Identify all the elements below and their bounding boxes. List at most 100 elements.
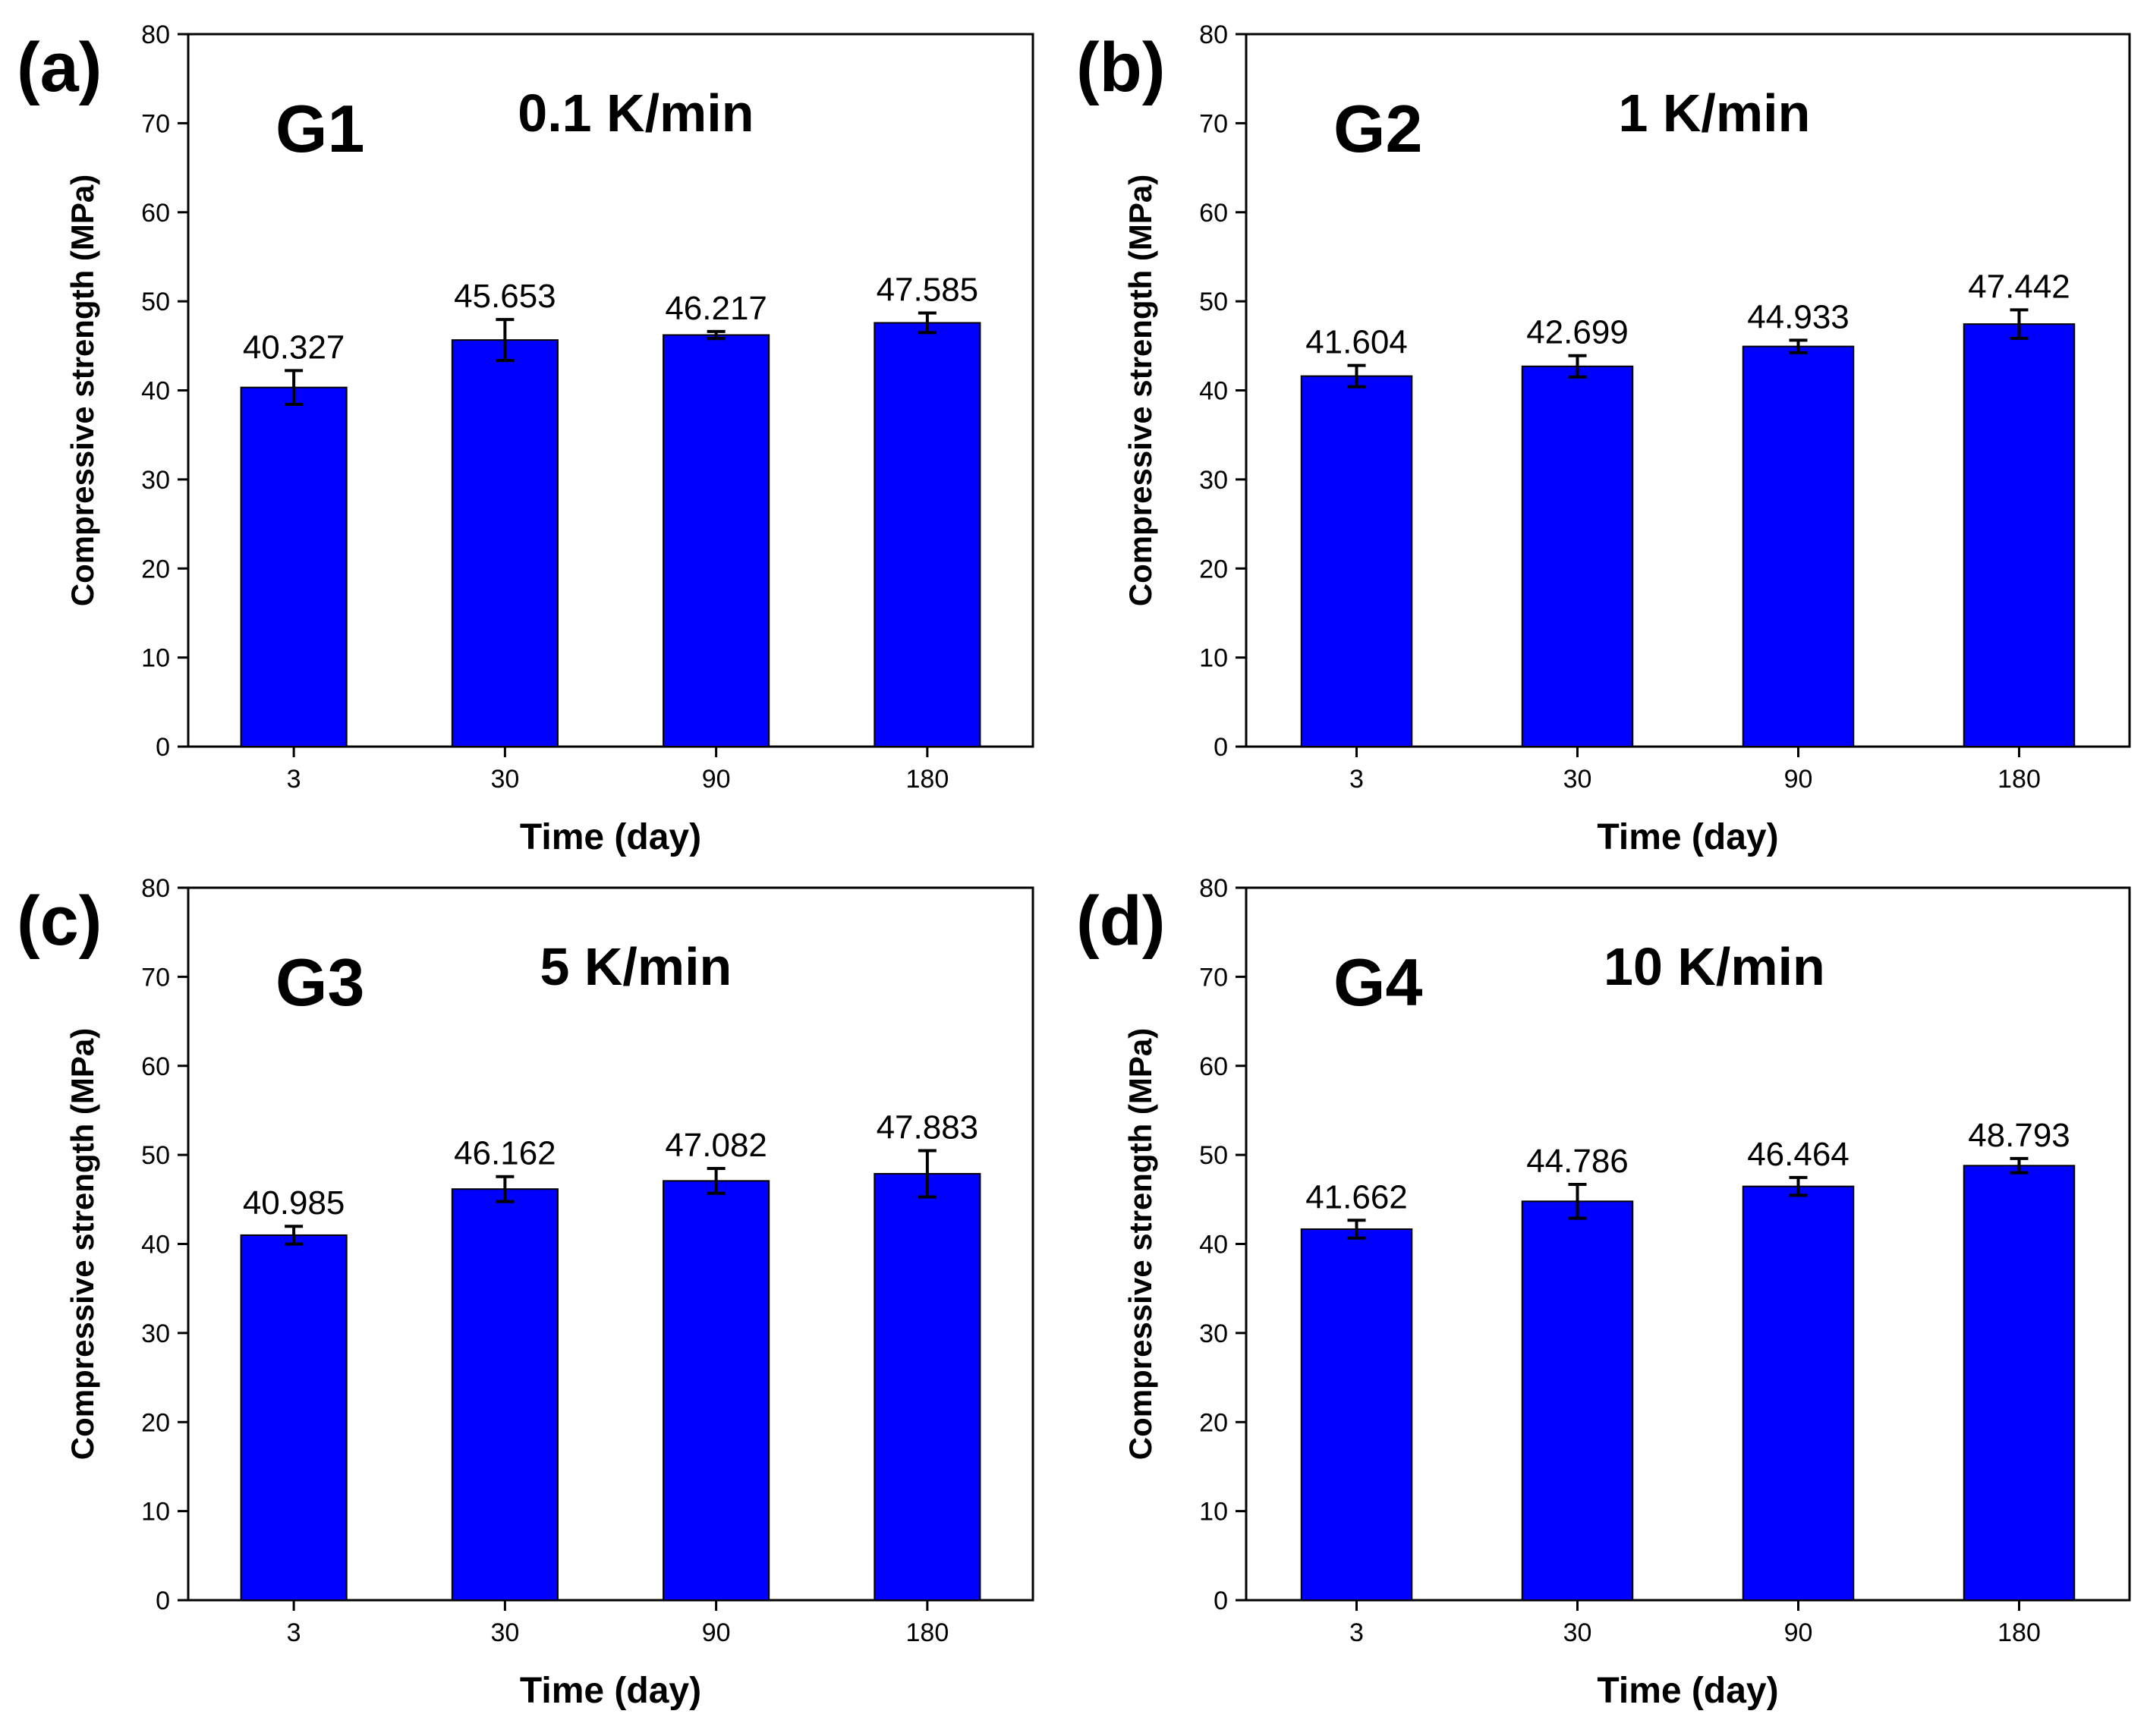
x-tick-label: 3 — [287, 1618, 301, 1647]
y-tick-label: 60 — [141, 199, 170, 228]
y-axis-label: Compressive strength (MPa) — [65, 1028, 100, 1460]
x-tick-label: 3 — [1349, 765, 1364, 794]
bar — [1742, 1185, 1855, 1601]
x-tick-label: 180 — [1997, 1618, 2041, 1647]
bar — [1300, 375, 1413, 747]
y-tick-label: 20 — [141, 1408, 170, 1437]
bar — [1521, 1200, 1634, 1601]
x-tick-label: 3 — [287, 765, 301, 794]
y-tick-label: 40 — [1199, 377, 1228, 406]
y-tick-label: 80 — [141, 874, 170, 903]
data-label: 42.699 — [1526, 314, 1629, 351]
data-label: 40.985 — [243, 1184, 345, 1222]
bar — [451, 1188, 559, 1602]
data-label: 47.442 — [1968, 268, 2070, 305]
x-tick-label: 90 — [1784, 1618, 1813, 1647]
y-tick-label: 30 — [141, 1319, 170, 1348]
panel-label: (a) — [17, 29, 102, 106]
y-axis-label: Compressive strength (MPa) — [1122, 1028, 1158, 1460]
bar — [1742, 345, 1855, 747]
y-tick-label: 50 — [1199, 288, 1228, 316]
group-label: G2 — [1333, 91, 1422, 166]
x-axis-label: Time (day) — [1597, 817, 1778, 857]
x-tick-label: 90 — [702, 1618, 731, 1647]
heating-rate-label: 1 K/min — [1619, 83, 1811, 143]
y-tick-label: 0 — [1214, 733, 1228, 762]
y-tick-label: 10 — [1199, 644, 1228, 673]
y-tick-label: 20 — [141, 555, 170, 583]
x-tick-label: 30 — [490, 1618, 519, 1647]
chart-panel-2: 0 10 20 30 40 50 60 70 80 41.604 3 42.699 30 44.933 90… — [1076, 20, 2131, 857]
bar — [1300, 1228, 1413, 1602]
x-tick-label: 90 — [702, 765, 731, 794]
chart-panel-1: 0 10 20 30 40 50 60 70 80 40.327 3 45.653 30 46.217 90… — [17, 20, 1034, 857]
bar — [663, 1180, 770, 1601]
data-label: 40.327 — [243, 329, 345, 366]
y-tick-label: 10 — [141, 644, 170, 673]
y-tick-label: 50 — [141, 288, 170, 316]
data-label: 48.793 — [1968, 1117, 2070, 1154]
y-tick-label: 70 — [141, 963, 170, 992]
x-tick-label: 30 — [1563, 765, 1592, 794]
y-tick-label: 70 — [141, 109, 170, 138]
y-tick-label: 20 — [1199, 555, 1228, 583]
panel-label: (c) — [17, 882, 102, 960]
group-label: G4 — [1333, 945, 1422, 1020]
data-label: 46.217 — [665, 290, 767, 327]
y-tick-label: 10 — [1199, 1498, 1228, 1527]
y-tick-label: 40 — [141, 377, 170, 406]
y-tick-label: 0 — [156, 1587, 170, 1615]
data-label: 47.585 — [877, 272, 979, 309]
y-tick-label: 60 — [1199, 199, 1228, 228]
data-label: 41.604 — [1305, 324, 1408, 361]
x-tick-label: 3 — [1349, 1618, 1364, 1647]
y-tick-label: 20 — [1199, 1408, 1228, 1437]
y-tick-label: 30 — [1199, 466, 1228, 495]
heating-rate-label: 5 K/min — [540, 937, 732, 996]
y-tick-label: 30 — [1199, 1319, 1228, 1348]
data-label: 46.162 — [454, 1135, 556, 1172]
y-tick-label: 70 — [1199, 963, 1228, 992]
panel-label: (b) — [1076, 29, 1165, 106]
heating-rate-label: 0.1 K/min — [518, 83, 754, 143]
x-tick-label: 30 — [1563, 1618, 1592, 1647]
bar — [874, 1172, 981, 1601]
bar — [1963, 323, 2076, 747]
panel-label: (d) — [1076, 882, 1165, 960]
chart-panel-4: 0 10 20 30 40 50 60 70 80 41.662 3 44.786 30 46.464 90… — [1076, 874, 2131, 1711]
chart-panel-3: 0 10 20 30 40 50 60 70 80 40.985 3 46.162 30 47.082 90… — [17, 874, 1034, 1711]
bar — [240, 1234, 348, 1602]
data-label: 47.883 — [877, 1109, 979, 1146]
x-tick-label: 180 — [906, 765, 949, 794]
y-tick-label: 70 — [1199, 109, 1228, 138]
bar — [1521, 365, 1634, 747]
heating-rate-label: 10 K/min — [1604, 937, 1825, 996]
y-tick-label: 0 — [156, 733, 170, 762]
y-tick-label: 30 — [141, 466, 170, 495]
x-tick-label: 180 — [1997, 765, 2041, 794]
data-label: 44.786 — [1526, 1143, 1629, 1180]
x-tick-label: 90 — [1784, 765, 1813, 794]
group-label: G3 — [275, 945, 364, 1020]
data-label: 41.662 — [1305, 1178, 1408, 1216]
bar — [874, 322, 981, 747]
bar — [663, 334, 770, 747]
x-axis-label: Time (day) — [520, 817, 701, 857]
x-axis-label: Time (day) — [520, 1671, 701, 1711]
bar — [1963, 1165, 2076, 1601]
y-axis-label: Compressive strength (MPa) — [1122, 175, 1158, 606]
x-tick-label: 180 — [906, 1618, 949, 1647]
y-tick-label: 40 — [141, 1231, 170, 1260]
data-label: 45.653 — [454, 278, 556, 315]
y-tick-label: 80 — [141, 20, 170, 49]
x-axis-label: Time (day) — [1597, 1671, 1778, 1711]
y-tick-label: 50 — [141, 1141, 170, 1170]
bar — [451, 339, 559, 748]
bar — [240, 386, 348, 747]
y-tick-label: 40 — [1199, 1231, 1228, 1260]
y-tick-label: 60 — [141, 1052, 170, 1081]
y-tick-label: 60 — [1199, 1052, 1228, 1081]
y-tick-label: 80 — [1199, 20, 1228, 49]
data-label: 47.082 — [665, 1127, 767, 1164]
